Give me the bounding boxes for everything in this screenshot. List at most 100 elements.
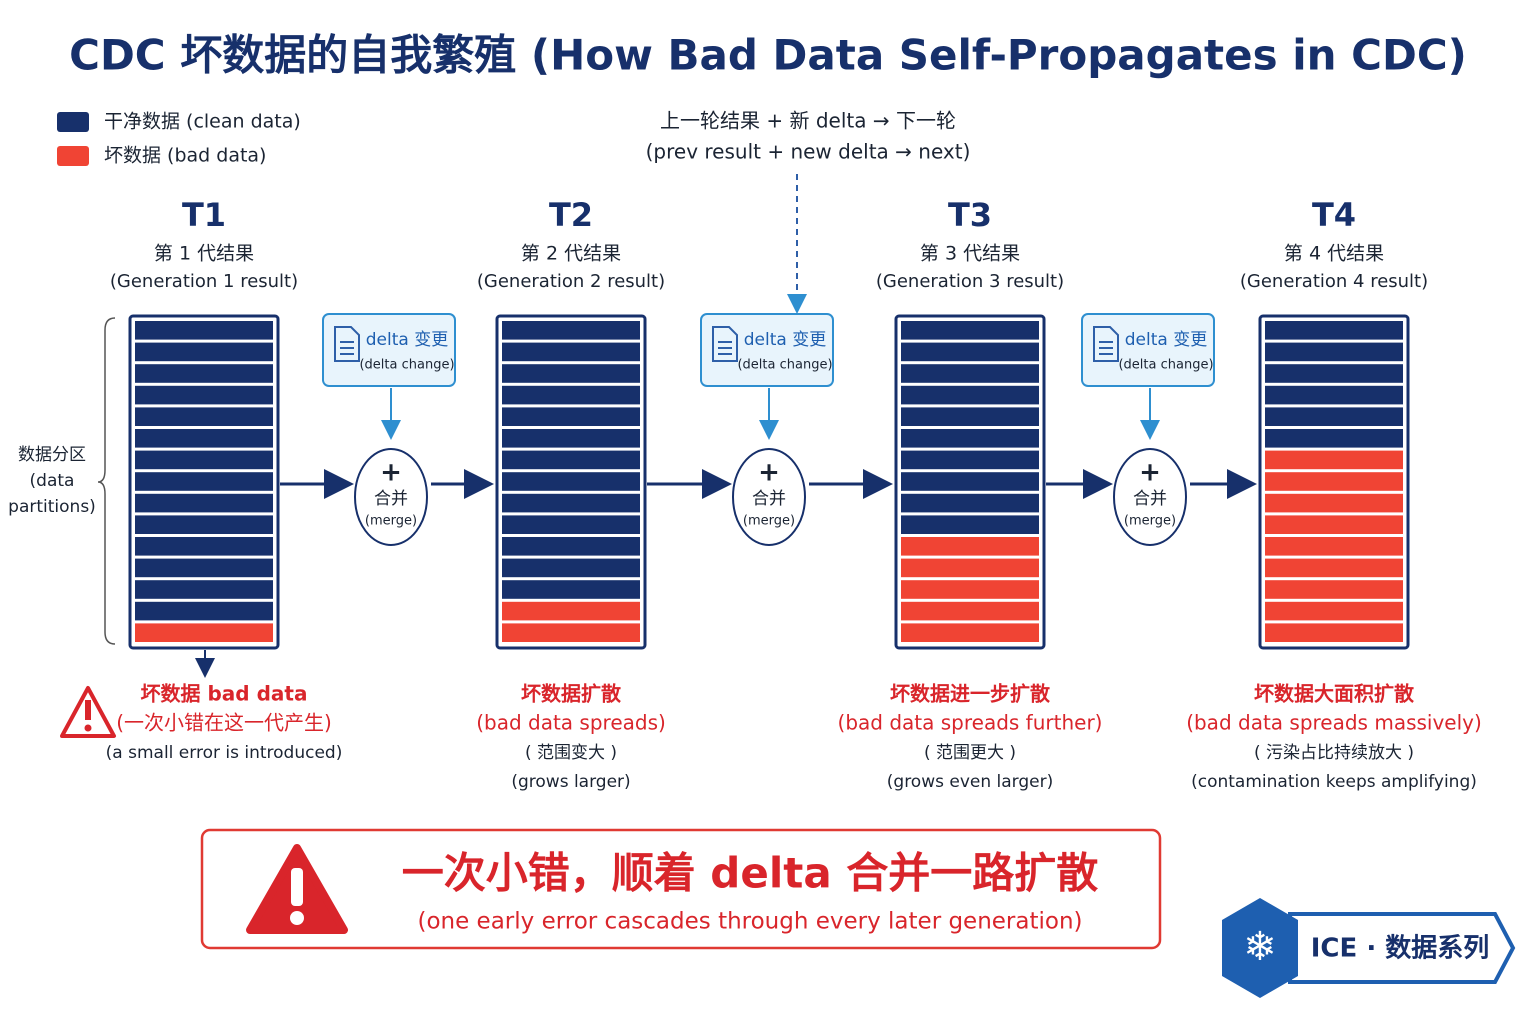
generation-zh: 第 4 代结果	[1284, 243, 1384, 265]
bad-partition	[502, 623, 640, 642]
clean-partition	[135, 407, 273, 426]
bad-partition	[1265, 558, 1403, 578]
generation-label: T1	[182, 196, 226, 234]
note: (prev result + new delta → next)	[646, 140, 971, 164]
caption: 坏数据扩散	[521, 682, 622, 706]
bad-partition	[901, 623, 1039, 642]
axis-label: (data	[30, 471, 75, 491]
delta-sub: (delta change)	[737, 358, 832, 373]
banner-icon	[246, 844, 348, 934]
caption: (a small error is introduced)	[106, 743, 343, 763]
brand-badge: ❄	[1222, 898, 1516, 998]
banner-subtitle: (one early error cascades through every …	[417, 909, 1082, 935]
clean-partition	[901, 342, 1039, 362]
brace	[97, 317, 116, 645]
clean-partition	[135, 364, 273, 383]
bad-partition	[1265, 515, 1403, 534]
clean-partition	[135, 537, 273, 556]
bad-partition	[135, 623, 273, 642]
bad-partition	[901, 558, 1039, 578]
svg-text:❄: ❄	[1243, 924, 1277, 970]
axis-label: partitions)	[8, 497, 96, 517]
clean-partition	[901, 407, 1039, 426]
clean-partition	[502, 472, 640, 491]
clean-partition	[901, 385, 1039, 405]
bad-partition	[1265, 472, 1403, 491]
caption: (bad data spreads)	[476, 711, 666, 735]
clean-partition	[502, 342, 640, 362]
legend-label: 干净数据 (clean data)	[104, 111, 301, 133]
merge-symbol: +	[1139, 458, 1161, 488]
doc-icon	[712, 326, 738, 362]
delta-label: delta 变更	[1125, 330, 1207, 350]
clean-partition	[502, 558, 640, 578]
clean-partition	[901, 364, 1039, 383]
delta-label: delta 变更	[366, 330, 448, 350]
caption: (contamination keeps amplifying)	[1191, 772, 1477, 792]
clean-partition	[901, 472, 1039, 491]
clean-partition	[135, 472, 273, 491]
caption: (grows even larger)	[887, 772, 1053, 792]
clean-partition	[135, 450, 273, 470]
bad-partition	[1265, 580, 1403, 599]
clean-partition	[1265, 429, 1403, 448]
axis-label: 数据分区	[18, 445, 86, 465]
delta-box	[1081, 313, 1215, 387]
merge-en: (merge)	[743, 514, 795, 529]
clean-partition	[901, 429, 1039, 448]
merge-zh: 合并	[1133, 489, 1167, 509]
caption: ( 范围变大 )	[525, 743, 617, 763]
legend-label: 坏数据 (bad data)	[104, 145, 266, 167]
delta-box	[322, 313, 456, 387]
merge-en: (merge)	[365, 514, 417, 529]
clean-partition	[135, 429, 273, 448]
bad-partition	[502, 601, 640, 621]
doc-icon	[1093, 326, 1119, 362]
clean-partition	[1265, 407, 1403, 426]
clean-partition	[1265, 342, 1403, 362]
clean-partition	[901, 450, 1039, 470]
generation-en: (Generation 1 result)	[110, 271, 298, 292]
bad-partition	[901, 580, 1039, 599]
generation-zh: 第 2 代结果	[521, 243, 621, 265]
merge-zh: 合并	[752, 489, 786, 509]
caption: 坏数据大面积扩散	[1254, 682, 1415, 706]
clean-partition	[502, 407, 640, 426]
clean-partition	[135, 580, 273, 599]
warning-icon	[60, 686, 116, 738]
delta-label: delta 变更	[744, 330, 826, 350]
caption: ( 污染占比持续放大 )	[1254, 743, 1414, 763]
generation-label: T4	[1312, 196, 1356, 234]
generation-label: T2	[549, 196, 593, 234]
bad-partition	[1265, 623, 1403, 642]
clean-partition	[502, 515, 640, 534]
merge-zh: 合并	[374, 489, 408, 509]
clean-partition	[1265, 385, 1403, 405]
clean-partition	[901, 515, 1039, 534]
caption: 坏数据 bad data	[141, 682, 308, 706]
clean-partition	[135, 493, 273, 513]
clean-partition	[135, 558, 273, 578]
clean-partition	[901, 321, 1039, 340]
clean-partition	[502, 450, 640, 470]
clean-partition	[135, 515, 273, 534]
delta-sub: (delta change)	[359, 358, 454, 373]
bad-partition	[901, 537, 1039, 556]
generation-en: (Generation 4 result)	[1240, 271, 1428, 292]
clean-partition	[135, 342, 273, 362]
clean-partition	[901, 493, 1039, 513]
clean-partition	[502, 429, 640, 448]
generation-zh: 第 3 代结果	[920, 243, 1020, 265]
merge-node	[732, 448, 806, 546]
brand: ICE · 数据系列	[1311, 934, 1490, 964]
merge-symbol: +	[758, 458, 780, 488]
delta-sub: (delta change)	[1118, 358, 1213, 373]
merge-en: (merge)	[1124, 514, 1176, 529]
caption: (一次小错在这一代产生)	[116, 711, 332, 735]
merge-node	[1113, 448, 1187, 546]
bad-partition	[1265, 537, 1403, 556]
banner-title: 一次小错，顺着 delta 合并一路扩散	[402, 849, 1099, 898]
bad-partition	[1265, 493, 1403, 513]
generation-label: T3	[948, 196, 992, 234]
